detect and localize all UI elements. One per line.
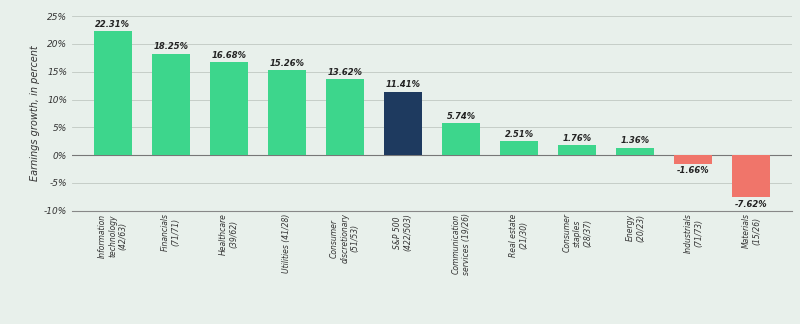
Text: 2.51%: 2.51%: [505, 130, 534, 139]
Text: 13.62%: 13.62%: [327, 68, 362, 77]
Text: -1.66%: -1.66%: [677, 167, 710, 176]
Bar: [268, 70, 306, 155]
Bar: [152, 54, 190, 155]
Text: 5.74%: 5.74%: [446, 112, 475, 121]
Text: 15.26%: 15.26%: [270, 59, 304, 68]
Text: -7.62%: -7.62%: [735, 200, 768, 209]
Text: 1.76%: 1.76%: [562, 134, 592, 143]
Bar: [674, 155, 712, 164]
Text: 11.41%: 11.41%: [386, 80, 421, 89]
Bar: [442, 123, 480, 155]
Bar: [558, 145, 596, 155]
Bar: [616, 147, 654, 155]
Bar: [733, 155, 770, 197]
Text: 1.36%: 1.36%: [621, 136, 650, 145]
Y-axis label: Earnings growth, in percent: Earnings growth, in percent: [30, 46, 40, 181]
Bar: [326, 79, 364, 155]
Bar: [384, 92, 422, 155]
Bar: [94, 31, 131, 155]
Text: 22.31%: 22.31%: [95, 20, 130, 29]
Bar: [500, 141, 538, 155]
Text: 18.25%: 18.25%: [154, 42, 188, 52]
Bar: [210, 63, 248, 155]
Text: 16.68%: 16.68%: [211, 51, 246, 60]
